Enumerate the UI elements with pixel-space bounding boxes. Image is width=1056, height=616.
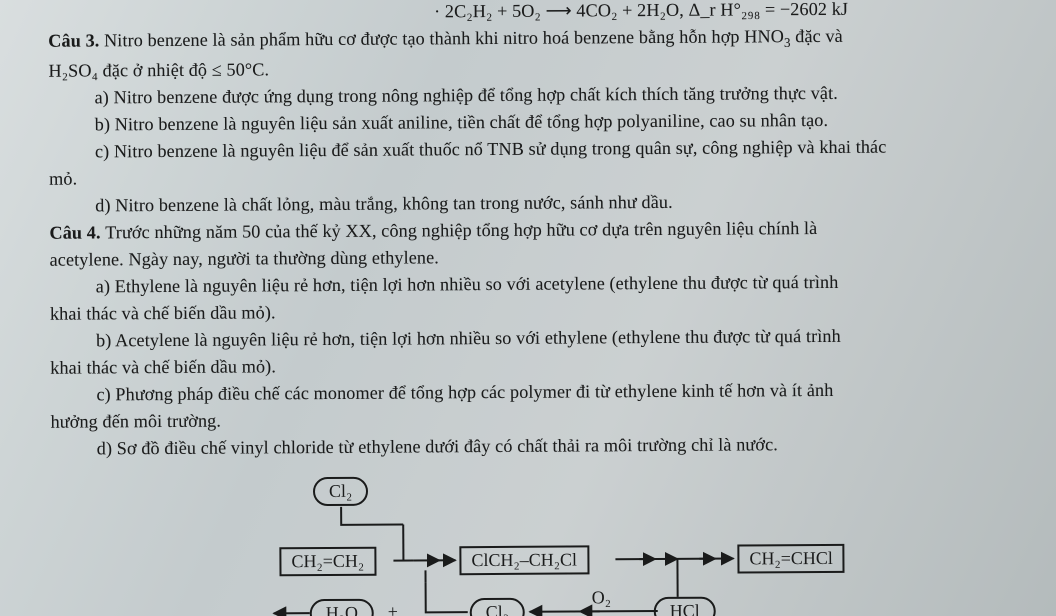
- c3-b: b) Nitro benzene là nguyên liệu sản xuất…: [49, 107, 1029, 137]
- cau3-label: Câu 3.: [48, 30, 104, 50]
- c4-b-2: khai thác và chế biến dầu mỏ).: [50, 350, 1030, 380]
- c4-d: d) Sơ đồ điều chế vinyl chloride từ ethy…: [51, 431, 1031, 461]
- cau4-text-1: Trước những năm 50 của thế kỷ XX, công n…: [105, 218, 817, 242]
- c3-c-1: c) Nitro benzene là nguyên liệu để sản x…: [49, 134, 1029, 164]
- node-dichloroethane: ClCH₂–CH₂Cl: [459, 546, 589, 576]
- cau4-label: Câu 4.: [49, 222, 105, 242]
- node-vinyl-chloride: CH₂=CHCl: [737, 544, 845, 574]
- label-o2: O₂: [592, 587, 611, 608]
- c3-c-2: mỏ.: [49, 161, 1029, 191]
- c3-a: a) Nitro benzene được ứng dụng trong nôn…: [49, 80, 1029, 110]
- worksheet-page: · 2C₂H₂ + 5O₂ ⟶ 4CO₂ + 2H₂O, Δ_r H°₂₉₈ =…: [0, 0, 1056, 616]
- node-cl2-top: Cl₂: [313, 477, 368, 506]
- plus-sign: +: [388, 602, 398, 616]
- eq-text: · 2C₂H₂ + 5O₂ ⟶ 4CO₂ + 2H₂O, Δ_r H°₂₉₈ =…: [434, 0, 848, 21]
- node-ethylene: CH₂=CH₂: [279, 547, 376, 577]
- c4-b-1: b) Acetylene là nguyên liệu rẻ hơn, tiện…: [50, 323, 1030, 353]
- reaction-equation: · 2C₂H₂ + 5O₂ ⟶ 4CO₂ + 2H₂O, Δ_r H°₂₉₈ =…: [48, 0, 1028, 26]
- vinyl-chloride-diagram: Cl₂ CH₂=CH₂ ClCH₂–CH₂Cl CH₂=CHCl H₂O + C…: [279, 468, 870, 616]
- cau4-lead-1: Câu 4. Trước những năm 50 của thế kỷ XX,…: [49, 215, 1029, 245]
- cau3-text-1: Nitro benzene là sản phẩm hữu cơ được tạ…: [104, 26, 843, 51]
- c3-d: d) Nitro benzene là chất lỏng, màu trắng…: [49, 188, 1029, 218]
- node-cl2-bottom: Cl₂: [470, 598, 525, 616]
- node-h2o: H₂O: [310, 599, 374, 616]
- cau3-lead-1: Câu 3. Nitro benzene là sản phẩm hữu cơ …: [48, 23, 1028, 56]
- node-hcl: HCl: [654, 597, 716, 616]
- c4-c-1: c) Phương pháp điều chế các monomer để t…: [50, 377, 1030, 407]
- c4-a-1: a) Ethylene là nguyên liệu rẻ hơn, tiện …: [50, 269, 1030, 299]
- cau3-lead-2: H₂SO₄ đặc ở nhiệt độ ≤ 50°C.: [48, 53, 1028, 83]
- c4-a-2: khai thác và chế biến dầu mỏ).: [50, 296, 1030, 326]
- cau4-lead-2: acetylene. Ngày nay, người ta thường dùn…: [50, 242, 1030, 272]
- c4-c-2: hưởng đến môi trường.: [51, 404, 1031, 434]
